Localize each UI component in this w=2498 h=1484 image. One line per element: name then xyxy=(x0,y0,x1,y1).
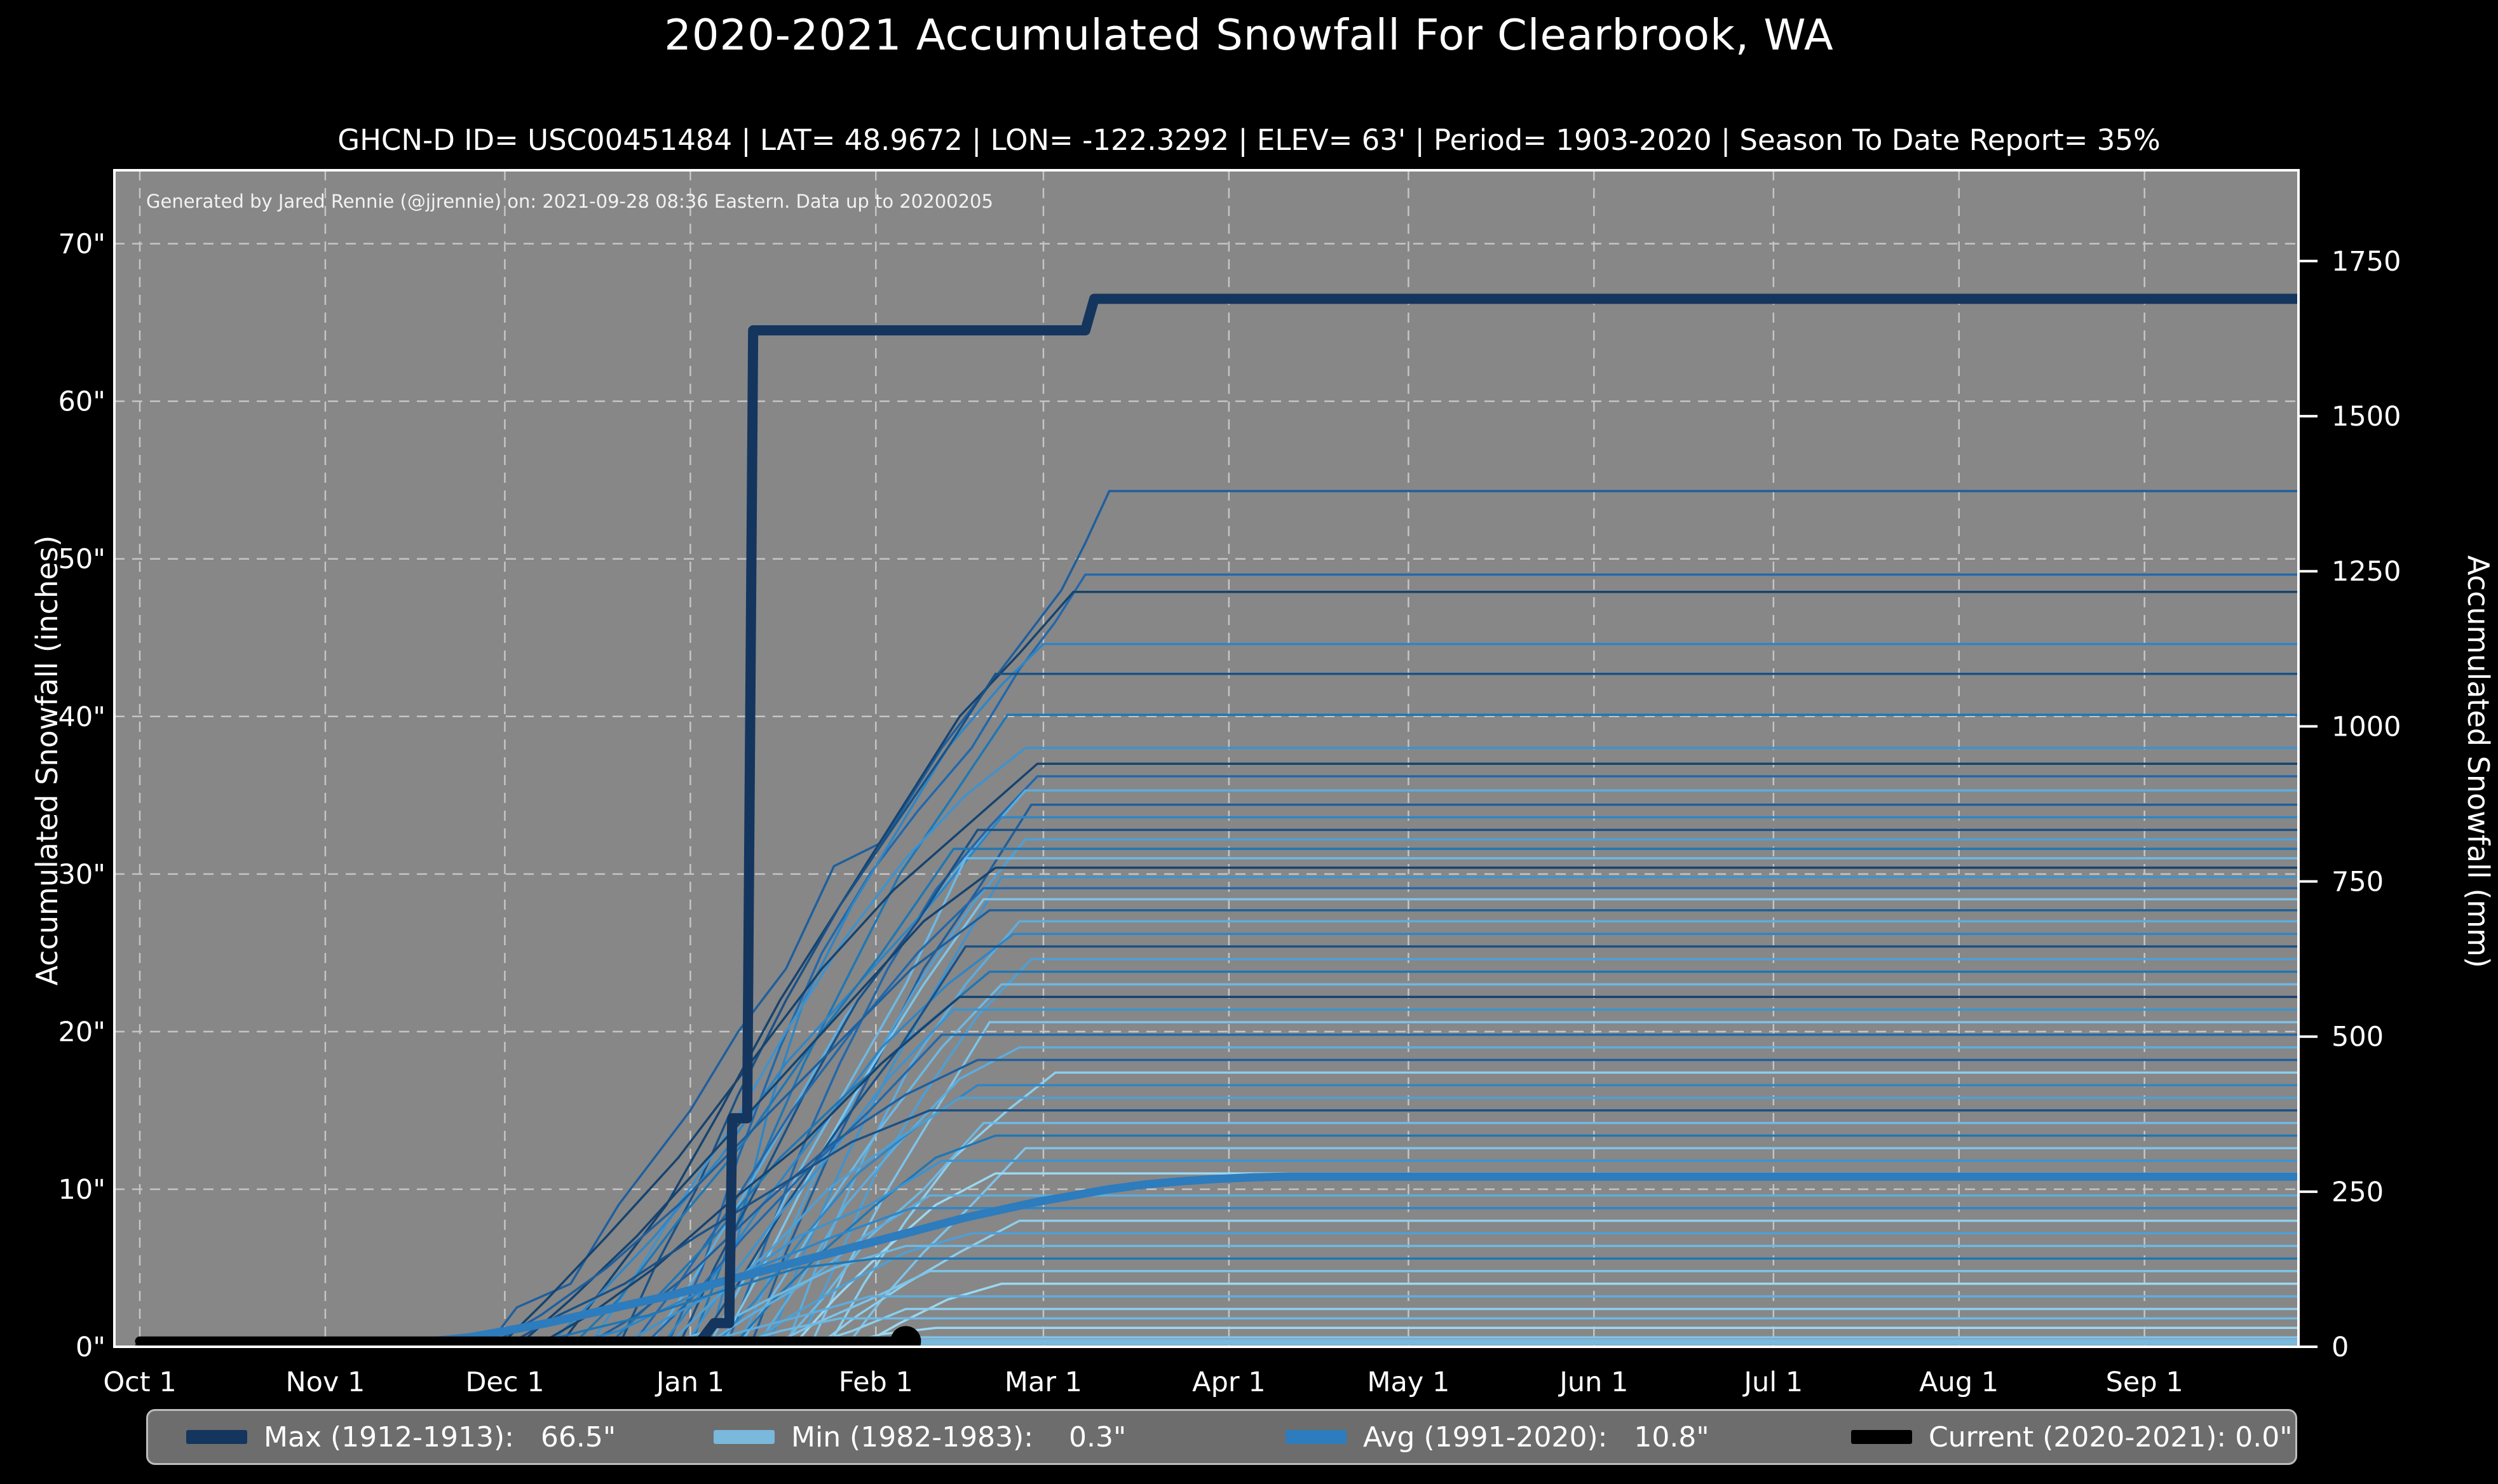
background-season-line-29 xyxy=(809,1021,2298,1347)
x-tick-Dec1: Dec 1 xyxy=(465,1366,544,1398)
current-line-swatch xyxy=(1851,1430,1912,1444)
background-season-line-46 xyxy=(654,1245,2298,1347)
y-left-tick-60: 60" xyxy=(58,386,106,418)
y-left-tick-40: 40" xyxy=(58,701,106,733)
background-season-line-4 xyxy=(617,673,2298,1347)
legend-entry-min: Min (1982-1983): 0.3" xyxy=(714,1411,1126,1463)
background-season-line-47 xyxy=(522,1257,2298,1347)
background-season-line-13 xyxy=(737,838,2298,1347)
x-tick-Aug1: Aug 1 xyxy=(1919,1366,1999,1398)
y-left-tick-0: 0" xyxy=(76,1332,105,1363)
x-tick-Jan1: Jan 1 xyxy=(655,1366,724,1398)
background-season-line-18 xyxy=(629,887,2298,1347)
legend: Max (1912-1913): 66.5" Min (1982-1983): … xyxy=(146,1409,2297,1465)
legend-entry-current: Current (2020-2021): 0.0" xyxy=(1851,1411,2292,1463)
background-season-line-6 xyxy=(587,746,2298,1347)
background-season-line-38 xyxy=(731,1134,2298,1347)
background-season-line-50 xyxy=(689,1295,2298,1347)
legend-label-max: Max (1912-1913): 66.5" xyxy=(264,1420,616,1454)
x-tick-Oct1: Oct 1 xyxy=(103,1366,176,1398)
chart-title: 2020-2021 Accumulated Snowfall For Clear… xyxy=(664,10,1834,60)
current-season-end-dot xyxy=(890,1326,921,1347)
y-left-tick-30: 30" xyxy=(58,859,106,891)
background-season-line-40 xyxy=(618,1159,2298,1347)
y-left-tick-50: 50" xyxy=(58,544,106,576)
background-season-line-26 xyxy=(737,983,2298,1347)
background-season-line-34 xyxy=(713,1084,2298,1347)
x-tick-Mar1: Mar 1 xyxy=(1005,1366,1082,1398)
series-line-avg xyxy=(135,1172,2298,1347)
x-tick-Jun1: Jun 1 xyxy=(1558,1366,1628,1398)
y-axis-label-mm: Accumulated Snowfall (mm) xyxy=(2461,555,2495,968)
generated-by-annotation: Generated by Jared Rennie (@jjrennie) on… xyxy=(146,191,993,212)
y-right-tick-750: 750 xyxy=(2332,867,2384,898)
avg-line-swatch xyxy=(1286,1430,1347,1444)
background-season-line-17 xyxy=(767,876,2298,1347)
background-season-line-20 xyxy=(486,909,2298,1347)
background-season-line-7 xyxy=(498,762,2298,1347)
y-right-tick-500: 500 xyxy=(2332,1022,2384,1053)
legend-label-avg: Avg (1991-2020): 10.8" xyxy=(1363,1420,1709,1454)
background-season-line-42 xyxy=(702,1194,2298,1347)
plot-border xyxy=(113,169,2300,1348)
x-tick-Nov1: Nov 1 xyxy=(285,1366,365,1398)
background-season-line-23 xyxy=(695,945,2298,1347)
x-tick-Sep1: Sep 1 xyxy=(2106,1366,2183,1398)
background-season-line-11 xyxy=(546,816,2298,1347)
plot-series-group xyxy=(114,170,2298,1347)
x-tick-May1: May 1 xyxy=(1367,1366,1449,1398)
y-right-tick-1000: 1000 xyxy=(2332,711,2401,743)
y-left-tick-70: 70" xyxy=(58,229,106,260)
background-season-line-12 xyxy=(677,828,2298,1347)
y-right-tick-0: 0 xyxy=(2332,1332,2349,1363)
y-right-tick-1250: 1250 xyxy=(2332,556,2401,588)
max-line-swatch xyxy=(186,1430,247,1444)
y-right-tick-1750: 1750 xyxy=(2332,246,2401,278)
min-line-swatch xyxy=(714,1430,775,1444)
legend-entry-avg: Avg (1991-2020): 10.8" xyxy=(1286,1411,1709,1463)
series-line-max xyxy=(135,293,2298,1347)
legend-entry-max: Max (1912-1913): 66.5" xyxy=(186,1411,616,1463)
background-season-line-30 xyxy=(641,1034,2298,1347)
y-right-tick-250: 250 xyxy=(2332,1177,2384,1208)
background-season-line-44 xyxy=(815,1219,2298,1347)
y-left-tick-10: 10" xyxy=(58,1174,106,1206)
x-tick-Apr1: Apr 1 xyxy=(1192,1366,1265,1398)
x-tick-Feb1: Feb 1 xyxy=(839,1366,913,1398)
background-season-line-39 xyxy=(845,1147,2298,1347)
background-season-line-31 xyxy=(755,1046,2298,1347)
background-season-line-43 xyxy=(558,1206,2298,1347)
background-season-line-49 xyxy=(857,1283,2298,1347)
y-right-tick-1500: 1500 xyxy=(2332,401,2401,433)
chart-subtitle: GHCN-D ID= USC00451484 | LAT= 48.9672 | … xyxy=(337,123,2161,157)
y-axis-label-inches: Accumulated Snowfall (inches) xyxy=(30,535,64,986)
legend-label-current: Current (2020-2021): 0.0" xyxy=(1929,1420,2293,1454)
plot-area xyxy=(114,170,2298,1347)
background-season-line-48 xyxy=(768,1270,2298,1347)
y-left-tick-20: 20" xyxy=(58,1016,106,1048)
background-season-line-22 xyxy=(659,933,2298,1347)
legend-label-min: Min (1982-1983): 0.3" xyxy=(791,1420,1127,1454)
x-tick-Jul1: Jul 1 xyxy=(1742,1366,1803,1398)
background-season-line-35 xyxy=(665,1096,2298,1347)
background-season-line-25 xyxy=(606,970,2298,1347)
